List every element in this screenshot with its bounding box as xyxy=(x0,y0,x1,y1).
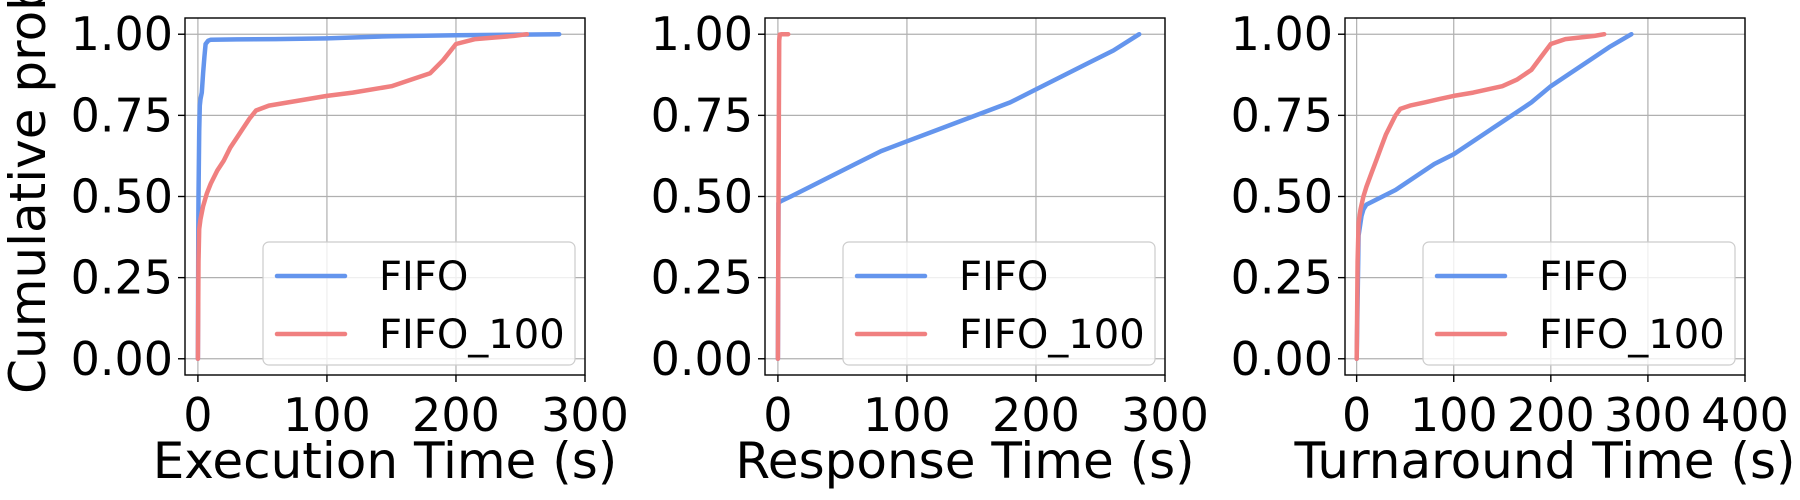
legend-label: FIFO xyxy=(959,254,1048,300)
y-tick-label: 0.50 xyxy=(651,170,753,224)
y-tick-label: 0.00 xyxy=(651,332,753,386)
y-tick-label: 1.00 xyxy=(1231,7,1333,61)
series-line-fifo-100 xyxy=(195,31,530,362)
legend-label: FIFO xyxy=(1539,254,1628,300)
x-tick-label: 300 xyxy=(1604,388,1692,442)
x-tick-label: 400 xyxy=(1701,388,1789,442)
y-tick-label: 1.00 xyxy=(71,7,173,61)
x-axis-label: Turnaround Time (s) xyxy=(1293,432,1795,490)
x-tick-label: 300 xyxy=(1121,388,1209,442)
legend: FIFO FIFO_100 xyxy=(842,241,1156,366)
y-tick-label: 0.00 xyxy=(1231,332,1333,386)
legend: FIFO FIFO_100 xyxy=(1422,241,1736,366)
subplot-turnaround-time: 0 100 200 300 400 0.00 0.25 0.50 0.75 1.00 Turnar… xyxy=(1231,7,1796,490)
subplot-response-time: 0 100 200 300 0.00 0.25 0.50 0.75 1.00 Response … xyxy=(651,7,1209,490)
x-axis-label: Execution Time (s) xyxy=(153,432,618,490)
y-tick-label: 0.00 xyxy=(71,332,173,386)
legend-label: FIFO_100 xyxy=(1539,312,1725,358)
series-line-fifo xyxy=(1354,31,1634,362)
y-tick-label: 0.50 xyxy=(71,170,173,224)
y-tick-label: 0.25 xyxy=(71,251,173,305)
x-tick-label: 200 xyxy=(412,388,500,442)
x-axis-label: Response Time (s) xyxy=(735,432,1194,490)
series-lines xyxy=(195,31,562,362)
tick-labels: 0 100 200 300 400 0.00 0.25 0.50 0.75 1.00 xyxy=(1231,7,1789,442)
legend: FIFO FIFO_100 xyxy=(262,241,576,366)
x-tick-label: 100 xyxy=(863,388,951,442)
y-tick-label: 0.50 xyxy=(1231,170,1333,224)
x-tick-label: 100 xyxy=(283,388,371,442)
x-tick-label: 200 xyxy=(1507,388,1595,442)
series-line-fifo xyxy=(775,31,1142,362)
series-lines xyxy=(1354,31,1634,362)
y-tick-label: 0.75 xyxy=(651,88,753,142)
series-line-fifo-100 xyxy=(1354,31,1607,362)
y-tick-label: 0.25 xyxy=(1231,251,1333,305)
y-tick-label: 0.75 xyxy=(1231,88,1333,142)
series-lines xyxy=(775,31,1142,362)
y-tick-label: 0.75 xyxy=(71,88,173,142)
x-tick-label: 0 xyxy=(183,388,212,442)
x-tick-label: 300 xyxy=(541,388,629,442)
legend-label: FIFO_100 xyxy=(959,312,1145,358)
y-axis-label: Cumulative prob xyxy=(0,0,57,394)
x-tick-label: 100 xyxy=(1410,388,1498,442)
series-line-fifo xyxy=(195,31,562,362)
subplot-execution-time: 0 100 200 300 0.00 0.25 0.50 0.75 1.00 Execution… xyxy=(0,0,629,490)
legend-label: FIFO_100 xyxy=(379,312,565,358)
y-tick-label: 1.00 xyxy=(651,7,753,61)
x-tick-label: 0 xyxy=(1342,388,1371,442)
x-tick-label: 200 xyxy=(992,388,1080,442)
x-tick-label: 0 xyxy=(763,388,792,442)
tick-labels: 0 100 200 300 0.00 0.25 0.50 0.75 1.00 xyxy=(651,7,1209,442)
series-line-fifo-100 xyxy=(775,31,791,362)
y-tick-label: 0.25 xyxy=(651,251,753,305)
legend-label: FIFO xyxy=(379,254,468,300)
tick-labels: 0 100 200 300 0.00 0.25 0.50 0.75 1.00 xyxy=(71,7,629,442)
